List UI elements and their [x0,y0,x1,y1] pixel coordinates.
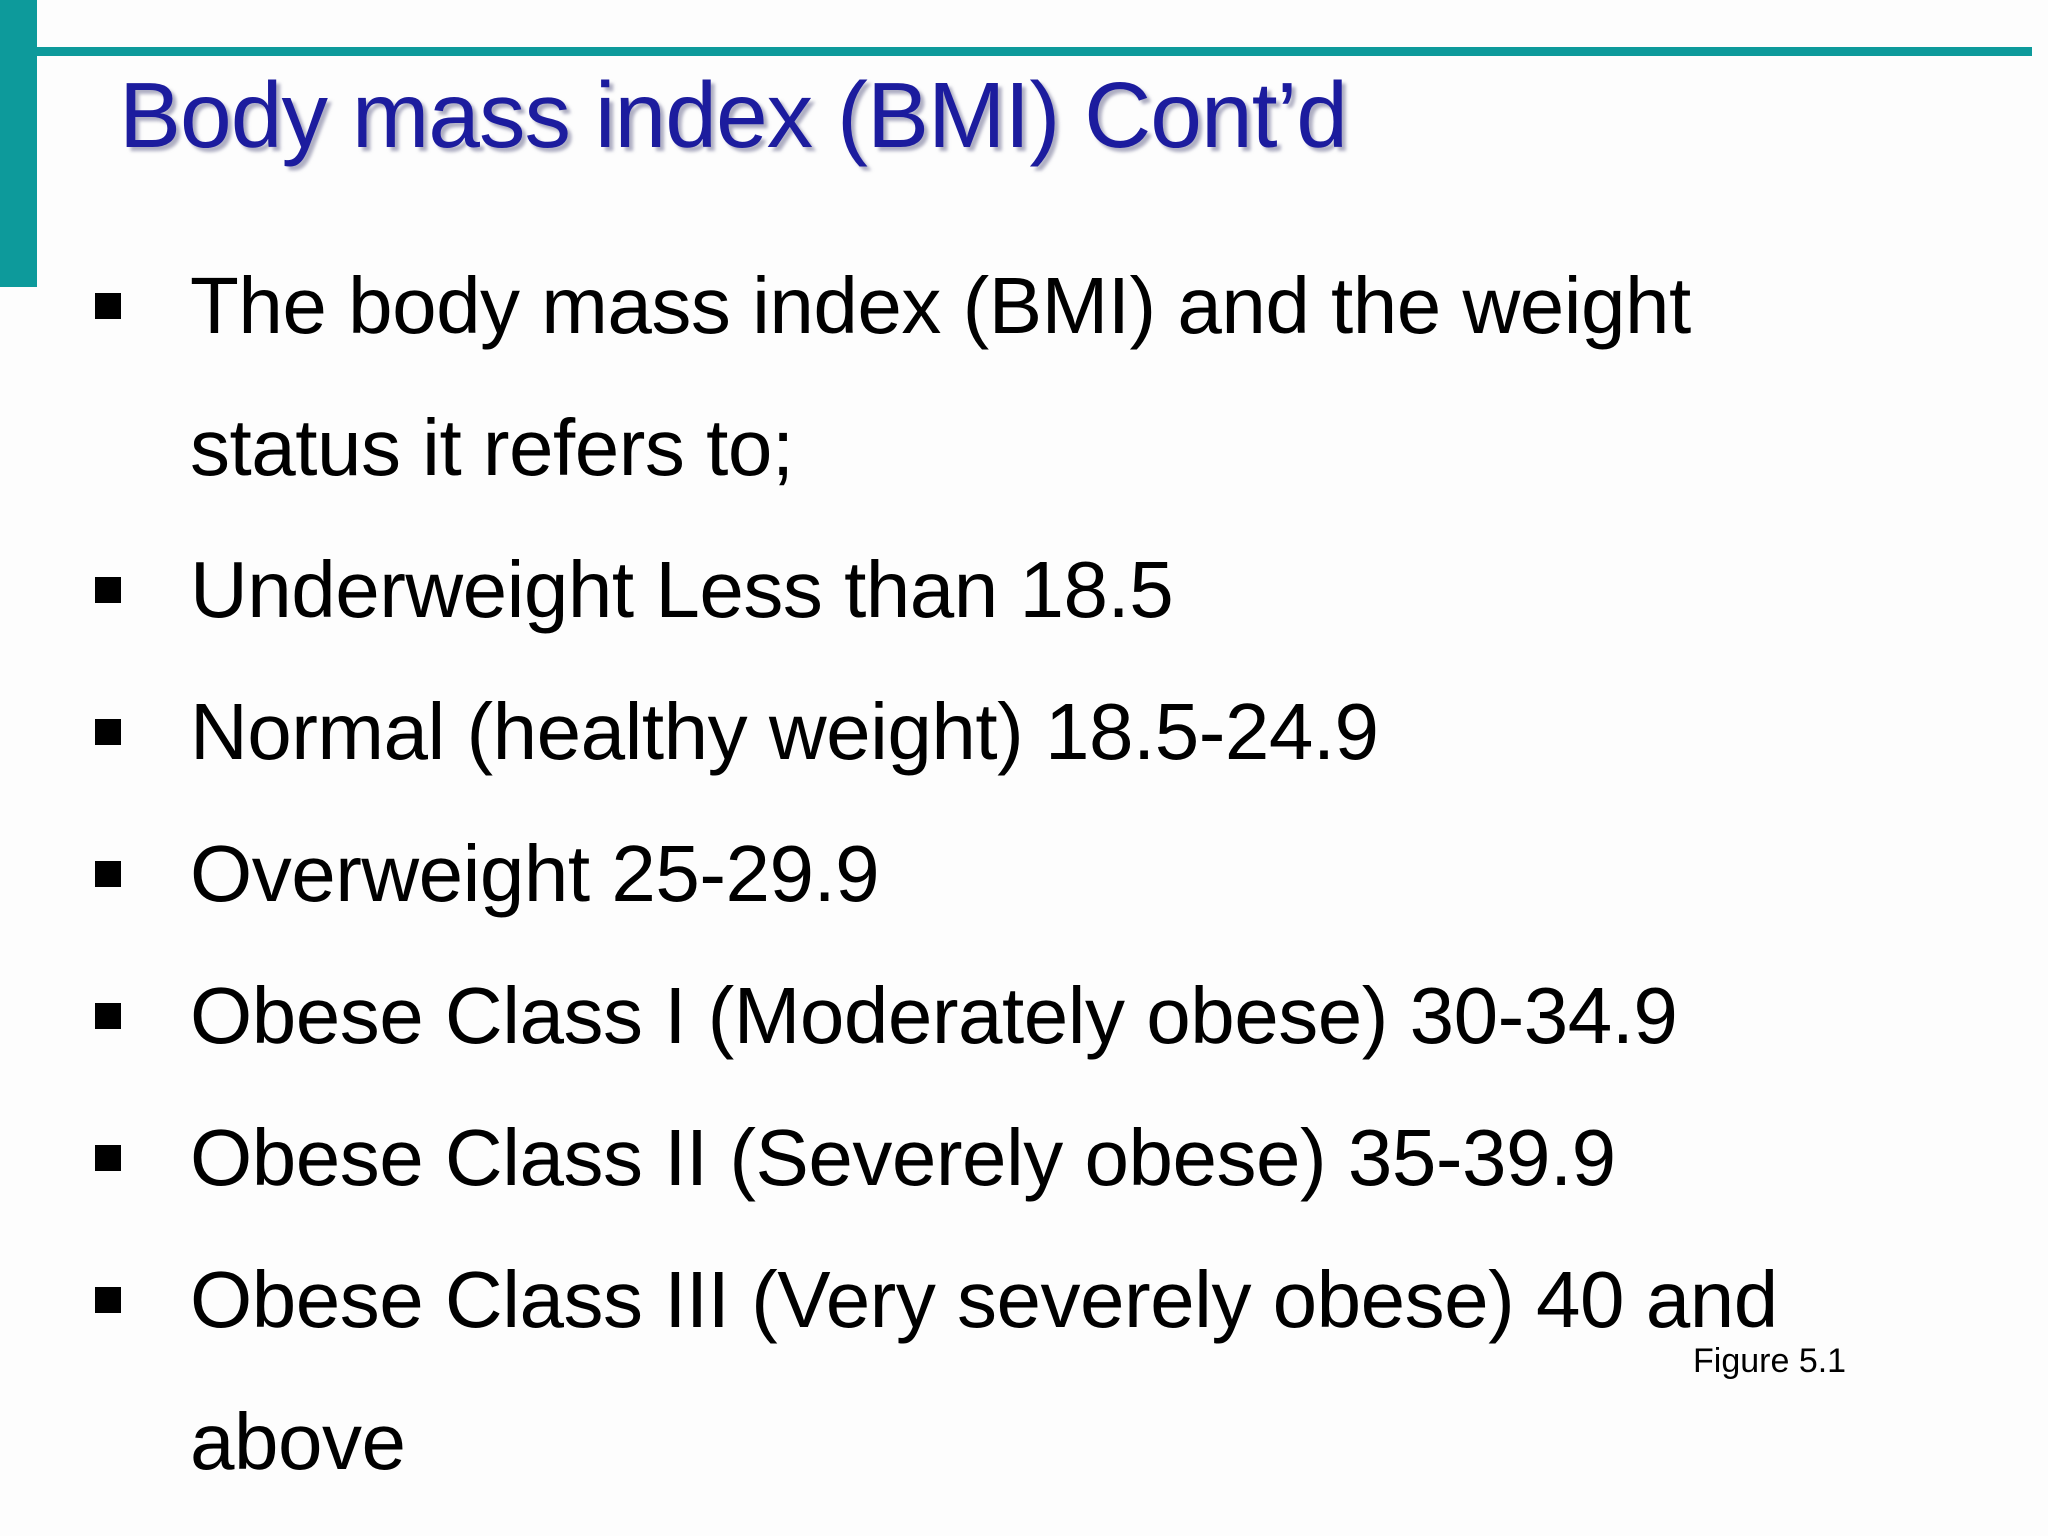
bullet-line: Obese Class III (Very severely obese) 40… [190,1255,1778,1344]
list-item: Obese Class III (Very severely obese) 40… [95,1229,2005,1513]
bullet-line: Obese Class I (Moderately obese) 30-34.9 [190,971,1678,1060]
bullet-line: Overweight 25-29.9 [190,829,880,918]
bullet-line: Obese Class II (Severely obese) 35-39.9 [190,1113,1616,1202]
bullet-line: Normal (healthy weight) 18.5-24.9 [190,687,1379,776]
square-bullet-icon [95,1003,121,1029]
square-bullet-icon [95,293,121,319]
square-bullet-icon [95,577,121,603]
list-item: The body mass index (BMI) and the weight… [95,235,2005,519]
bullet-line: Underweight Less than 18.5 [190,545,1174,634]
square-bullet-icon [95,861,121,887]
list-item: Obese Class II (Severely obese) 35-39.9 [95,1087,2005,1229]
bullet-line: status it refers to; [190,403,794,492]
left-accent-bar [0,0,37,287]
square-bullet-icon [95,719,121,745]
top-divider-rule [37,47,2032,56]
bullet-line: above [190,1397,406,1486]
list-item: Normal (healthy weight) 18.5-24.9 [95,661,2005,803]
slide-title: Body mass index (BMI) Cont’d [119,63,1348,167]
list-item: Overweight 25-29.9 [95,803,2005,945]
square-bullet-icon [95,1287,121,1313]
list-item: Underweight Less than 18.5 [95,519,2005,661]
bullet-list: The body mass index (BMI) and the weight… [95,235,2005,1513]
bullet-line: The body mass index (BMI) and the weight [190,261,1691,350]
list-item: Obese Class I (Moderately obese) 30-34.9 [95,945,2005,1087]
square-bullet-icon [95,1145,121,1171]
figure-caption: Figure 5.1 [1693,1342,1847,1380]
